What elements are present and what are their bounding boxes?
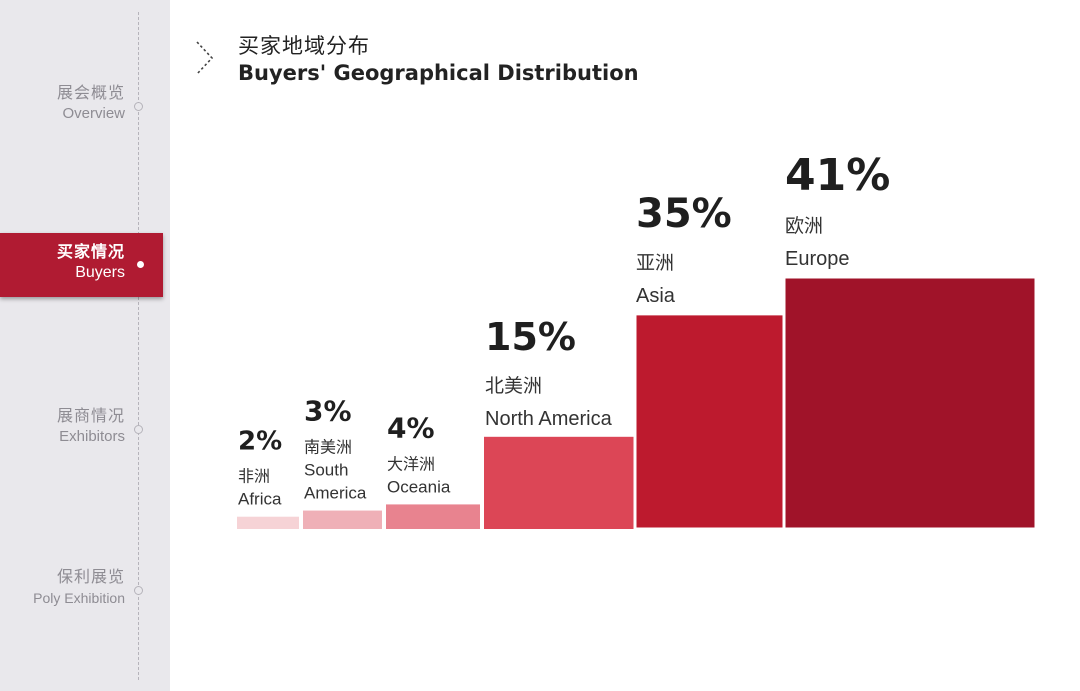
category-label-en-south-america: America <box>304 484 367 503</box>
sidebar-item-exhibitors[interactable]: 展商情况 Exhibitors <box>56 405 143 447</box>
sidebar-item-label-en: Buyers <box>75 264 125 281</box>
bar-africa <box>237 516 299 529</box>
category-label-zh-oceania: 大洋洲 <box>387 454 435 473</box>
sidebar-item-label-zh: 买家情况 <box>56 242 125 261</box>
sidebar-rail <box>138 12 139 680</box>
sidebar-item-label-zh: 展商情况 <box>56 406 125 425</box>
sidebar-item-overview[interactable]: 展会概览 Overview <box>56 82 143 124</box>
nav-dot-icon <box>137 261 144 268</box>
category-label-zh-south-america: 南美洲 <box>304 438 352 457</box>
sidebar-item-label-zh: 保利展览 <box>56 567 125 586</box>
page-title-en: Buyers' Geographical Distribution <box>238 61 639 85</box>
category-label-zh-asia: 亚洲 <box>636 252 674 274</box>
category-label-en-oceania: Oceania <box>387 477 451 496</box>
nav-dot-icon <box>134 425 143 434</box>
category-label-en-africa: Africa <box>238 490 282 509</box>
distribution-chart: 2% 非洲 Africa 3% 南美洲 South America 4% 大洋洲 Oceania 1… <box>237 150 1038 531</box>
category-label-en-asia: Asia <box>636 285 676 307</box>
sidebar-item-poly-exhibition[interactable]: 保利展览 Poly Exhibition <box>33 566 143 608</box>
category-label-en-europe: Europe <box>785 248 850 270</box>
value-label-oceania: 4% <box>387 411 435 444</box>
nav-dot-icon <box>134 586 143 595</box>
value-label-north-america: 15% <box>485 315 576 359</box>
sidebar-item-label-zh: 展会概览 <box>56 83 125 102</box>
category-label-en-north-america: North America <box>485 408 613 430</box>
value-label-asia: 35% <box>636 191 732 237</box>
sidebar-item-label-en: Poly Exhibition <box>33 590 125 606</box>
sidebar-item-buyers[interactable]: 买家情况 Buyers <box>0 233 163 297</box>
category-label-zh-africa: 非洲 <box>238 467 270 486</box>
bar-south-america <box>303 510 382 529</box>
sidebar-item-label-en: Exhibitors <box>59 428 125 445</box>
category-label-zh-europe: 欧洲 <box>785 215 823 237</box>
bar-oceania <box>386 504 480 529</box>
category-label-en-south-america: South <box>304 461 348 480</box>
bar-europe <box>782 275 1038 531</box>
nav-dot-icon <box>134 102 143 111</box>
content-panel: 买家地域分布 Buyers' Geographical Distribution… <box>170 0 1080 691</box>
page-title-zh: 买家地域分布 <box>238 34 370 58</box>
value-label-europe: 41% <box>785 150 890 201</box>
chevron-right-icon <box>196 41 214 75</box>
sidebar: 展会概览 Overview 买家情况 Buyers 展商情况 Exhibitor… <box>0 0 170 691</box>
value-label-south-america: 3% <box>304 395 352 428</box>
value-label-africa: 2% <box>238 427 282 457</box>
category-label-zh-north-america: 北美洲 <box>485 375 542 397</box>
sidebar-item-label-en: Overview <box>62 105 125 122</box>
bar-north-america <box>484 436 650 529</box>
